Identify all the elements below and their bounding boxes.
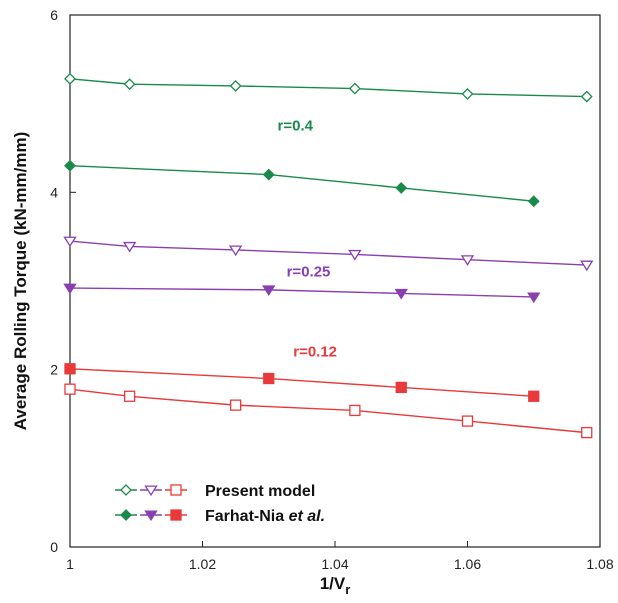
data-point	[262, 168, 275, 181]
series-layer	[63, 72, 594, 439]
data-point	[349, 404, 361, 417]
data-point	[581, 426, 593, 439]
data-point	[123, 390, 136, 402]
x-axis-title-subscript: r	[345, 582, 350, 597]
data-point	[64, 363, 76, 375]
legend-marker	[144, 485, 158, 497]
x-axis-title-main: 1/V	[320, 574, 346, 593]
y-tick-label: 4	[50, 184, 58, 200]
data-point	[262, 285, 276, 297]
data-point	[394, 288, 408, 300]
data-point	[348, 249, 362, 261]
data-point	[580, 260, 594, 272]
data-point	[64, 159, 76, 172]
x-tick-label: 1	[66, 556, 74, 572]
x-axis-title: 1/Vr	[320, 574, 351, 597]
axis-ticks: 1 1.02 1.04 1.06 1.08 0 2 4 6	[50, 7, 614, 572]
data-point	[527, 195, 540, 208]
series-line	[69, 388, 587, 434]
data-point	[63, 283, 77, 295]
series-line	[69, 287, 534, 298]
y-axis-title: Average Rolling Torque (kN-mm/mm)	[11, 132, 30, 430]
data-point	[229, 399, 242, 411]
data-point	[527, 292, 541, 304]
legend-marker	[170, 484, 182, 496]
data-point	[263, 372, 275, 385]
data-point	[228, 245, 243, 257]
legend-label-farhat-nia: Farhat-Nia et al.	[205, 508, 325, 525]
data-point	[395, 181, 408, 194]
series-line	[69, 165, 534, 202]
series-r0.12-farhat-nia	[64, 363, 540, 402]
data-point	[461, 87, 474, 100]
series-line	[69, 368, 534, 397]
y-tick-label: 0	[50, 539, 58, 555]
legend-entry-farhat-nia	[115, 509, 187, 522]
data-point	[123, 78, 136, 91]
data-point	[580, 90, 593, 103]
x-tick-label: 1.08	[586, 556, 613, 572]
data-point	[348, 82, 361, 95]
legend-marker	[170, 509, 182, 521]
data-point	[460, 255, 475, 266]
series-r0.4-farhat-nia	[64, 159, 540, 208]
data-point	[229, 80, 242, 92]
series-r0.25-farhat-nia	[63, 283, 541, 304]
data-point	[64, 72, 76, 85]
data-point	[528, 390, 540, 402]
series-r0.25-present-model	[63, 236, 594, 272]
series-line	[69, 78, 587, 98]
legend-label-farhat-nia-main: Farhat-Nia	[205, 508, 289, 525]
data-point	[63, 236, 77, 248]
legend-marker	[120, 509, 132, 521]
data-point	[461, 415, 474, 427]
annotation-layer: r=0.4 r=0.25 r=0.12	[278, 117, 338, 360]
legend-entry-present-model	[115, 484, 187, 497]
legend-marker	[144, 510, 158, 522]
data-point	[64, 383, 76, 395]
series-r0.12-present-model	[64, 383, 593, 439]
x-tick-label: 1.06	[454, 556, 481, 572]
annotation-label: r=0.4	[278, 117, 314, 134]
series-r0.4-present-model	[64, 72, 593, 103]
series-line	[69, 240, 587, 266]
x-tick-label: 1.04	[321, 556, 348, 572]
data-point	[122, 241, 137, 253]
y-tick-label: 6	[50, 7, 58, 23]
x-tick-label: 1.02	[189, 556, 216, 572]
legend-marker	[120, 484, 132, 496]
legend-label-farhat-nia-italic: et al.	[289, 508, 325, 525]
y-tick-label: 2	[50, 362, 58, 378]
legend: Present model Farhat-Nia et al.	[115, 483, 325, 525]
legend-label-present-model: Present model	[205, 483, 315, 500]
annotation-label: r=0.12	[293, 343, 337, 360]
data-point	[395, 381, 407, 394]
annotation-label: r=0.25	[287, 264, 331, 281]
